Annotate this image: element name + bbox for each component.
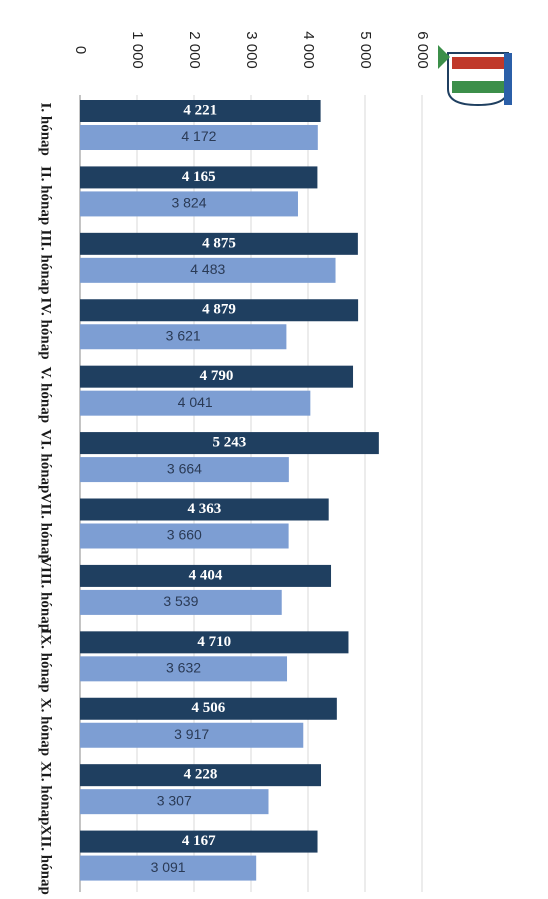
- data-label: 3 632: [166, 660, 201, 676]
- category-label: VIII. hónap: [38, 556, 54, 632]
- data-label: 4 221: [183, 102, 217, 118]
- bar: [80, 166, 318, 189]
- bar: [80, 125, 318, 150]
- bar: [80, 789, 269, 815]
- bar: [80, 390, 311, 416]
- category-label: I. hónap: [38, 103, 54, 156]
- x-tick-label: 4 000: [300, 31, 317, 69]
- data-label: 4 506: [192, 700, 226, 716]
- data-label: 3 660: [167, 527, 202, 543]
- bar: [80, 432, 379, 455]
- data-label: 4 041: [178, 394, 213, 410]
- data-label: 3 621: [166, 327, 201, 343]
- x-tick-label: 0: [72, 46, 89, 54]
- category-label: III. hónap: [38, 230, 54, 295]
- data-label: 3 917: [174, 726, 209, 742]
- category-label: XI. hónap: [38, 761, 54, 825]
- bar: [80, 100, 321, 122]
- category-label: IX. hónap: [38, 628, 54, 692]
- data-label: 3 539: [163, 593, 198, 609]
- data-label: 3 824: [171, 195, 206, 211]
- bar: [80, 365, 354, 388]
- bar: [80, 855, 257, 881]
- data-label: 4 710: [197, 634, 231, 650]
- category-label: II. hónap: [38, 166, 54, 225]
- x-tick-label: 6 000: [414, 31, 431, 69]
- bar: [80, 589, 282, 615]
- bar: [80, 656, 288, 682]
- bar: [80, 722, 304, 748]
- bar: [80, 457, 289, 483]
- category-label: IV. hónap: [38, 297, 54, 359]
- data-label: 3 091: [151, 859, 186, 875]
- category-label: V. hónap: [38, 367, 54, 423]
- data-label: 4 790: [200, 368, 234, 384]
- bar: [80, 697, 337, 720]
- x-tick-label: 3 000: [243, 31, 260, 69]
- bar: [80, 232, 358, 255]
- x-tick-label: 1 000: [129, 31, 146, 69]
- bar: [80, 764, 321, 787]
- category-label: VI. hónap: [38, 429, 54, 493]
- category-label: X. hónap: [38, 698, 54, 756]
- data-label: 4 879: [202, 302, 236, 318]
- data-label: 4 483: [190, 261, 225, 277]
- bar: [80, 523, 289, 549]
- logo: [438, 45, 512, 107]
- data-label: 4 404: [189, 567, 223, 583]
- x-tick-label: 5 000: [357, 31, 374, 69]
- bar: [80, 564, 332, 587]
- bar: [80, 631, 349, 654]
- bar: [80, 830, 318, 853]
- category-label: VII. hónap: [38, 493, 54, 563]
- data-label: 4 875: [202, 235, 236, 251]
- data-label: 4 228: [184, 767, 218, 783]
- category-label: XII. hónap: [38, 825, 54, 895]
- data-label: 4 165: [182, 169, 216, 185]
- x-tick-label: 2 000: [186, 31, 203, 69]
- data-label: 3 664: [167, 460, 202, 476]
- data-label: 5 243: [213, 435, 247, 451]
- data-label: 4 167: [182, 833, 216, 849]
- bar: [80, 257, 336, 283]
- data-label: 4 363: [187, 501, 221, 517]
- bar: [80, 191, 298, 217]
- data-label: 4 172: [181, 128, 216, 144]
- bar: [80, 498, 329, 521]
- data-label: 3 307: [157, 792, 192, 808]
- bar: [80, 324, 287, 350]
- bar: [80, 299, 359, 322]
